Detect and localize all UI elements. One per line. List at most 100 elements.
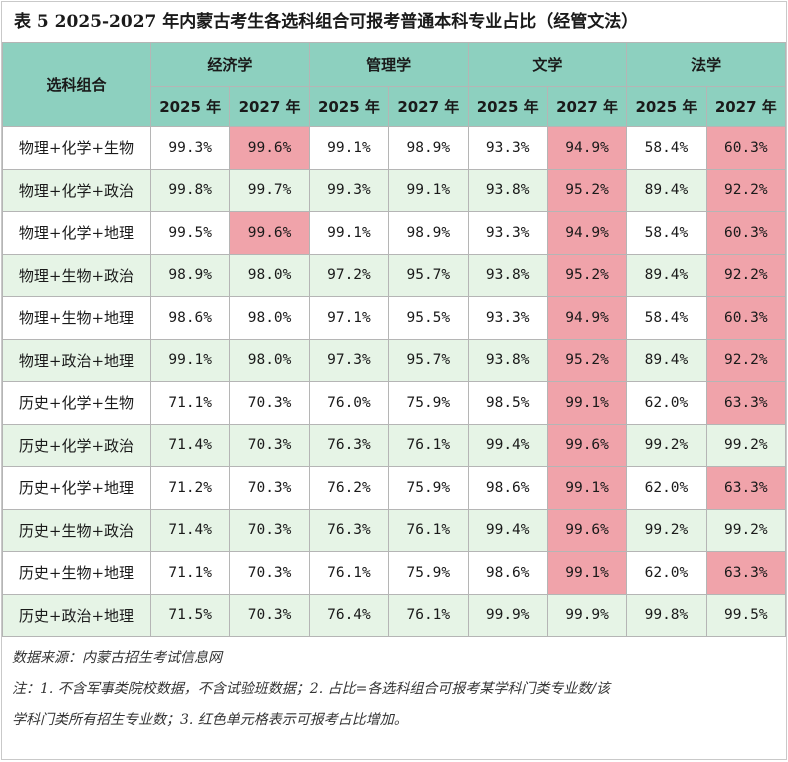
value-cell: 95.7% bbox=[388, 253, 469, 297]
value-cell: 70.3% bbox=[229, 466, 310, 510]
value-cell: 58.4% bbox=[626, 126, 707, 170]
value-cell: 99.8% bbox=[149, 168, 231, 212]
value-cell-increased: 95.2% bbox=[546, 253, 628, 297]
value-cell-increased: 99.6% bbox=[229, 126, 310, 170]
footnote-line: 学科门类所有招生专业数；3. 红色单元格表示可报考占比增加。 bbox=[12, 712, 408, 728]
table-row: 物理+化学+地理 99.5% 99.6% 99.1% 98.9% 93.3% 94.9% 58… bbox=[2, 211, 787, 255]
value-cell-increased: 63.3% bbox=[705, 466, 787, 510]
year-header: 2025 年 bbox=[149, 86, 231, 127]
value-cell: 70.3% bbox=[229, 551, 310, 595]
value-cell-increased: 63.3% bbox=[705, 381, 787, 425]
value-cell-increased: 99.1% bbox=[546, 466, 628, 510]
value-cell: 99.7% bbox=[229, 168, 310, 212]
value-cell: 99.1% bbox=[388, 168, 469, 212]
value-cell: 99.1% bbox=[308, 126, 390, 170]
value-cell: 89.4% bbox=[626, 253, 707, 297]
value-cell: 98.6% bbox=[467, 551, 548, 595]
value-cell: 98.9% bbox=[149, 253, 231, 297]
value-cell: 99.2% bbox=[626, 508, 707, 552]
value-cell: 71.4% bbox=[149, 423, 231, 467]
value-cell: 98.0% bbox=[229, 253, 310, 297]
year-header: 2027 年 bbox=[705, 86, 787, 127]
combo-cell: 历史+生物+地理 bbox=[2, 551, 151, 595]
footnote-line: 注：1. 不含军事类院校数据，不含试验班数据；2. 占比=各选科组合可报考某学科… bbox=[12, 681, 611, 697]
value-cell-increased: 94.9% bbox=[546, 211, 628, 255]
value-cell-increased: 95.2% bbox=[546, 338, 628, 382]
table-row: 物理+政治+地理 99.1% 98.0% 97.3% 95.7% 93.8% 95.2% 89… bbox=[2, 338, 787, 382]
year-header: 2025 年 bbox=[626, 86, 707, 127]
value-cell: 93.3% bbox=[467, 296, 548, 340]
value-cell: 99.2% bbox=[705, 508, 787, 552]
value-cell: 93.3% bbox=[467, 211, 548, 255]
combo-cell: 物理+化学+生物 bbox=[2, 126, 151, 170]
subject-header-literature: 文学 bbox=[467, 42, 628, 87]
value-cell: 71.4% bbox=[149, 508, 231, 552]
table-row: 历史+化学+政治 71.4% 70.3% 76.3% 76.1% 99.4% 99.6% 99… bbox=[2, 423, 787, 467]
combo-cell: 物理+生物+政治 bbox=[2, 253, 151, 297]
value-cell-increased: 92.2% bbox=[705, 168, 787, 212]
value-cell-increased: 99.6% bbox=[546, 508, 628, 552]
value-cell-increased: 92.2% bbox=[705, 253, 787, 297]
value-cell: 70.3% bbox=[229, 508, 310, 552]
value-cell-increased: 60.3% bbox=[705, 296, 787, 340]
value-cell-increased: 95.2% bbox=[546, 168, 628, 212]
value-cell: 98.9% bbox=[388, 126, 469, 170]
value-cell: 70.3% bbox=[229, 593, 310, 637]
value-cell: 71.2% bbox=[149, 466, 231, 510]
value-cell: 70.3% bbox=[229, 381, 310, 425]
value-cell: 98.0% bbox=[229, 338, 310, 382]
combo-cell: 物理+化学+政治 bbox=[2, 168, 151, 212]
value-cell: 93.8% bbox=[467, 253, 548, 297]
value-cell: 99.2% bbox=[705, 423, 787, 467]
header-row-years: 2025 年 2027 年 2025 年 2027 年 2025 年 2027 … bbox=[3, 86, 787, 127]
combo-cell: 历史+化学+地理 bbox=[2, 466, 151, 510]
value-cell: 76.0% bbox=[308, 381, 390, 425]
value-cell-increased: 94.9% bbox=[546, 296, 628, 340]
combo-cell: 物理+生物+地理 bbox=[2, 296, 151, 340]
subject-header-management: 管理学 bbox=[308, 42, 469, 87]
value-cell: 99.4% bbox=[467, 423, 548, 467]
value-cell: 76.3% bbox=[308, 508, 390, 552]
value-cell: 93.3% bbox=[467, 126, 548, 170]
value-cell-increased: 99.6% bbox=[229, 211, 310, 255]
value-cell: 70.3% bbox=[229, 423, 310, 467]
value-cell: 99.5% bbox=[149, 211, 231, 255]
subject-header-law: 法学 bbox=[626, 42, 786, 87]
combo-cell: 历史+化学+生物 bbox=[2, 381, 151, 425]
value-cell: 97.2% bbox=[308, 253, 390, 297]
value-cell: 99.3% bbox=[308, 168, 390, 212]
value-cell: 93.8% bbox=[467, 338, 548, 382]
value-cell-increased: 99.1% bbox=[546, 381, 628, 425]
header-row-subjects: 选科组合 经济学 管理学 文学 法学 bbox=[2, 42, 786, 127]
value-cell: 76.2% bbox=[308, 466, 390, 510]
table-row: 物理+生物+政治 98.9% 98.0% 97.2% 95.7% 93.8% 95.2% 89… bbox=[2, 253, 787, 297]
table-row: 历史+政治+地理 71.5% 70.3% 76.4% 76.1% 99.9% 99.9% 99… bbox=[2, 593, 787, 637]
year-header: 2027 年 bbox=[546, 86, 628, 127]
value-cell: 98.6% bbox=[467, 466, 548, 510]
value-cell: 99.3% bbox=[149, 126, 231, 170]
value-cell: 99.5% bbox=[705, 593, 787, 637]
value-cell-increased: 63.3% bbox=[705, 551, 787, 595]
table-row: 物理+生物+地理 98.6% 98.0% 97.1% 95.5% 93.3% 94.9% 58… bbox=[2, 296, 787, 340]
value-cell: 75.9% bbox=[388, 381, 469, 425]
year-header: 2027 年 bbox=[229, 86, 310, 127]
value-cell-increased: 60.3% bbox=[705, 126, 787, 170]
value-cell: 71.1% bbox=[149, 551, 231, 595]
combo-cell: 历史+化学+政治 bbox=[2, 423, 151, 467]
value-cell: 76.1% bbox=[308, 551, 390, 595]
value-cell: 99.9% bbox=[467, 593, 548, 637]
table-row: 物理+化学+政治 99.8% 99.7% 99.3% 99.1% 93.8% 95.2% 89… bbox=[2, 168, 787, 212]
value-cell: 89.4% bbox=[626, 168, 707, 212]
table-body: 物理+化学+生物 99.3% 99.6% 99.1% 98.9% 93.3% 94.9% 58… bbox=[2, 126, 787, 637]
value-cell: 58.4% bbox=[626, 211, 707, 255]
year-header: 2025 年 bbox=[308, 86, 390, 127]
value-cell: 76.1% bbox=[388, 508, 469, 552]
notes: 数据来源：内蒙古招生考试信息网 注：1. 不含军事类院校数据，不含试验班数据；2… bbox=[2, 637, 786, 736]
value-cell: 76.3% bbox=[308, 423, 390, 467]
value-cell: 93.8% bbox=[467, 168, 548, 212]
year-header: 2025 年 bbox=[467, 86, 548, 127]
value-cell: 62.0% bbox=[626, 466, 707, 510]
table-row: 历史+化学+生物 71.1% 70.3% 76.0% 75.9% 98.5% 99.1% 62… bbox=[2, 381, 787, 425]
value-cell: 62.0% bbox=[626, 381, 707, 425]
